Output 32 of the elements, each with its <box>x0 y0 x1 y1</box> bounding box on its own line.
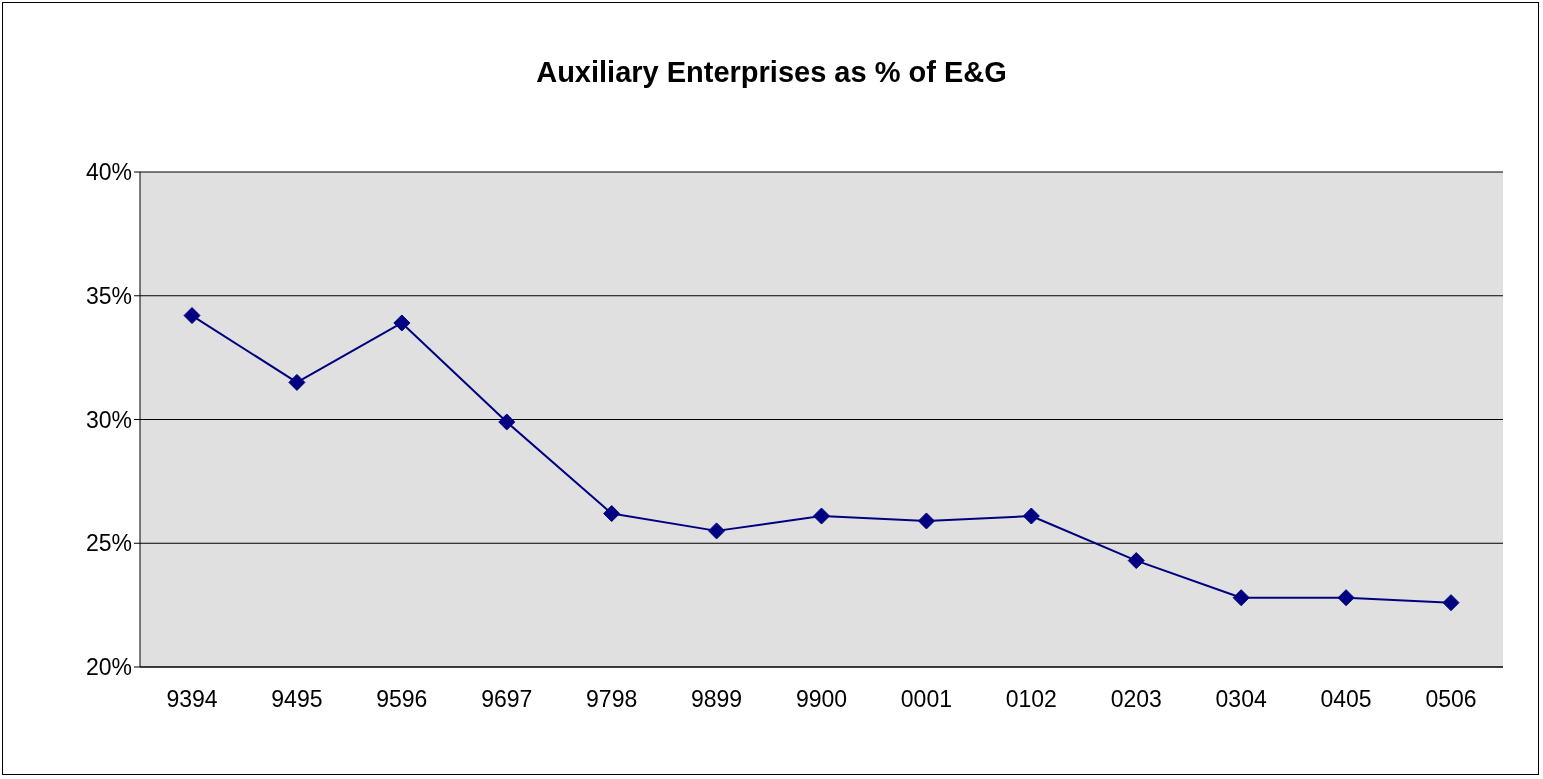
point <box>1232 589 1250 607</box>
point <box>183 307 201 325</box>
y-tick-label: 30% <box>85 406 132 433</box>
x-tick-label: 9394 <box>166 686 218 713</box>
point <box>1337 589 1355 607</box>
x-tick-label: 9495 <box>271 686 323 713</box>
x-tick-label: 9899 <box>691 686 743 713</box>
x-tick-label: 0203 <box>1110 686 1162 713</box>
y-tick-label: 20% <box>85 654 132 681</box>
x-tick-label: 0405 <box>1320 686 1372 713</box>
y-tick-label: 35% <box>85 282 132 309</box>
x-tick-label: 0304 <box>1215 686 1267 713</box>
point <box>603 505 621 523</box>
y-tick-label: 40% <box>85 159 132 186</box>
point <box>917 512 935 530</box>
x-tick-label: 0506 <box>1425 686 1477 713</box>
x-tick-label: 9596 <box>376 686 428 713</box>
point <box>813 507 830 525</box>
chart-title: Auxiliary Enterprises as % of E&G <box>535 56 1008 89</box>
y-tick-label: 25% <box>85 530 132 557</box>
point <box>288 373 306 391</box>
x-tick-label: 9798 <box>586 686 638 713</box>
point <box>708 522 726 540</box>
point <box>1442 594 1460 612</box>
point <box>393 314 411 332</box>
x-tick-label: 9697 <box>481 686 533 713</box>
point <box>498 413 516 431</box>
x-tick-label: 0001 <box>900 686 952 713</box>
point <box>1127 552 1145 570</box>
point <box>1022 507 1040 525</box>
x-tick-label: 0102 <box>1005 686 1057 713</box>
x-tick-label: 9900 <box>795 686 848 713</box>
